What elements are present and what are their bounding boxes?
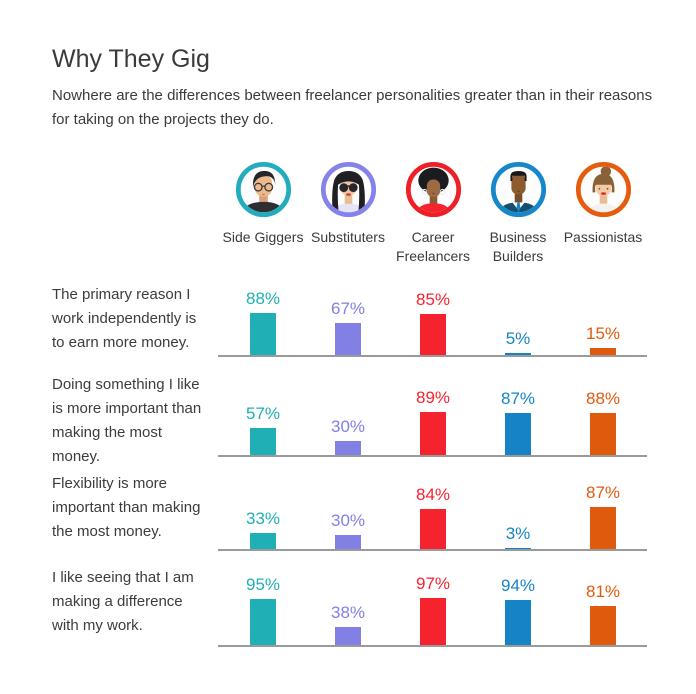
statement: I like seeing that I am making a differe… (52, 569, 194, 634)
bar-value-label: 33% (245, 509, 281, 529)
statement: Flexibility is more important than makin… (52, 475, 201, 540)
persona-column-business-builders: Business Builders (470, 161, 566, 266)
bar-value-label: 30% (330, 510, 366, 530)
bar-value-label: 15% (585, 323, 621, 343)
avatar-side-giggers-icon (235, 161, 291, 218)
bar-value-label: 84% (415, 484, 451, 504)
bar-value-label: 67% (330, 298, 366, 318)
page-title: Why They Gig (52, 45, 210, 73)
persona-label: Passionistas (563, 229, 643, 245)
persona-column-side-giggers: Side Giggers (215, 161, 311, 247)
avatar-ring (490, 161, 546, 218)
bar (590, 606, 616, 645)
bar-value-label: 5% (505, 328, 531, 348)
persona-label: Business Builders (489, 229, 547, 264)
bar (505, 352, 531, 355)
bar-value-label: 30% (330, 416, 366, 436)
bar (420, 508, 446, 549)
row-baseline (218, 645, 647, 647)
bar (590, 412, 616, 455)
persona-column-career-freelancers: Career Freelancers (385, 161, 481, 266)
bar-value-label: 87% (585, 483, 621, 503)
avatar-business-builders-icon (490, 161, 546, 218)
bar (590, 507, 616, 549)
bar (590, 347, 616, 355)
bar-value-label: 89% (415, 388, 451, 408)
bar-value-label: 85% (415, 290, 451, 310)
bar (250, 533, 276, 549)
bar (335, 534, 361, 549)
bar-value-label: 88% (585, 388, 621, 408)
bar-value-label: 38% (330, 602, 366, 622)
avatar-substituters-icon (320, 161, 376, 218)
persona-column-substituters: Substituters (300, 161, 396, 247)
avatar-ring (235, 161, 291, 218)
row-baseline (218, 549, 647, 551)
statement: Doing something I like is more important… (52, 376, 202, 465)
bar (250, 312, 276, 355)
bar-value-label: 57% (245, 403, 281, 423)
bar (335, 322, 361, 355)
avatar-ring (405, 161, 461, 218)
bar-value-label: 81% (585, 582, 621, 602)
bar-value-label: 95% (245, 575, 281, 595)
bar (335, 626, 361, 645)
bar (505, 599, 531, 645)
bar (420, 314, 446, 355)
persona-label: Side Giggers (222, 229, 304, 245)
bar-value-label: 3% (505, 523, 531, 543)
avatar-passionistas-icon (575, 161, 631, 218)
bar (250, 427, 276, 455)
bar-value-label: 94% (500, 575, 536, 595)
page-subtitle: Nowhere are the differences between free… (52, 87, 653, 128)
bar (505, 547, 531, 549)
persona-label: Substituters (311, 229, 385, 245)
row-baseline (218, 455, 647, 457)
avatar-ring (575, 161, 631, 218)
bar (335, 440, 361, 455)
bar-value-label: 97% (415, 574, 451, 594)
bar-value-label: 87% (500, 389, 536, 409)
bar (250, 599, 276, 645)
avatar-ring (320, 161, 376, 218)
statement: The primary reason I work independently … (52, 286, 197, 351)
bar-value-label: 88% (245, 288, 281, 308)
bar (420, 598, 446, 645)
avatar-career-freelancers-icon (405, 161, 461, 218)
row-baseline (218, 355, 647, 357)
bar (505, 413, 531, 455)
persona-label: Career Freelancers (396, 229, 470, 264)
bar (420, 412, 446, 455)
persona-column-passionistas: Passionistas (555, 161, 651, 247)
